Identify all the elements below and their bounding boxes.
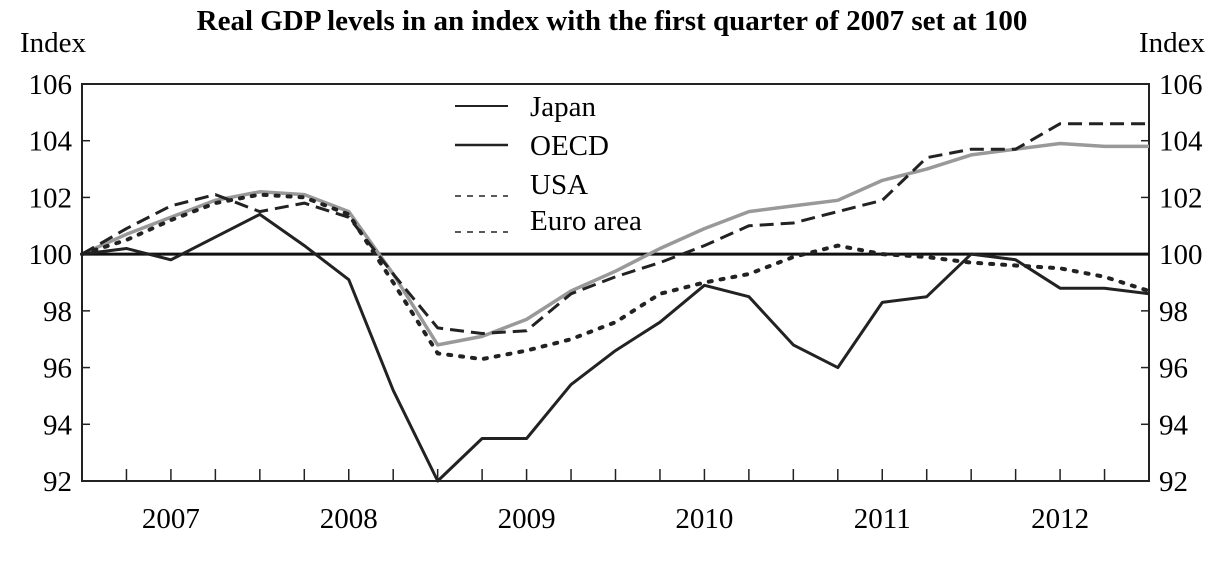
series-line-usa — [81, 122, 1149, 335]
x-tick-label: 2012 — [1031, 503, 1089, 535]
y-tick-label-right: 96 — [1159, 353, 1188, 385]
y-tick-label-right: 92 — [1159, 466, 1188, 498]
legend-label-usa: USA — [530, 169, 588, 201]
chart-title: Real GDP levels in an index with the fir… — [197, 5, 1028, 37]
x-tick-label: 2010 — [675, 503, 733, 535]
y-tick-label-left: 94 — [43, 409, 73, 441]
y-tick-label-left: 100 — [29, 239, 73, 271]
y-axis-label-left: Index — [20, 27, 87, 59]
x-tick-label: 2011 — [854, 503, 911, 535]
y-tick-label-left: 96 — [43, 353, 72, 385]
y-tick-label-right: 106 — [1159, 69, 1203, 101]
series-line-japan — [81, 212, 1150, 483]
series-line-oecd — [81, 141, 1149, 347]
y-tick-label-left: 102 — [29, 182, 73, 214]
plot-area: 92 92 94 94 96 96 98 98 100 100 102 102 104 104 106 106… — [29, 69, 1204, 535]
y-tick-label-right: 98 — [1159, 296, 1188, 328]
y-axis-label-right: Index — [1139, 27, 1206, 59]
x-tick-label: 2009 — [498, 503, 556, 535]
y-tick-label-left: 104 — [29, 126, 73, 158]
legend: Japan OECD USA Euro area — [455, 91, 642, 237]
y-tick-label-right: 104 — [1159, 126, 1203, 158]
x-tick-label: 2007 — [142, 503, 200, 535]
plot-frame — [81, 83, 1150, 482]
legend-label-euro-area: Euro area — [530, 205, 642, 237]
y-tick-label-left: 92 — [43, 466, 72, 498]
y-tick-label-left: 106 — [29, 69, 73, 101]
y-tick-label-right: 94 — [1159, 409, 1189, 441]
x-tick-label: 2008 — [320, 503, 378, 535]
y-tick-label-right: 100 — [1159, 239, 1203, 271]
legend-label-japan: Japan — [530, 91, 597, 123]
y-tick-label-right: 102 — [1159, 182, 1203, 214]
legend-label-oecd: OECD — [530, 130, 609, 162]
y-tick-label-left: 98 — [43, 296, 72, 328]
series-line-euro-area — [80, 192, 1151, 362]
